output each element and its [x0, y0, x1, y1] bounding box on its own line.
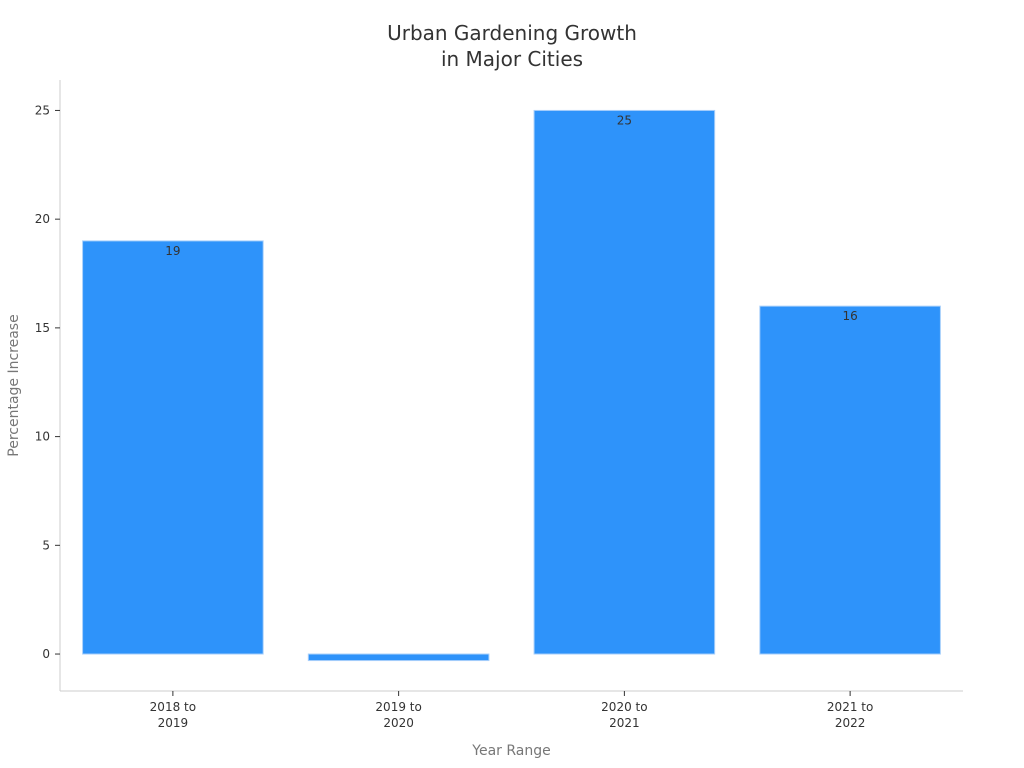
bar [759, 305, 941, 655]
y-tick-label: 0 [42, 647, 50, 661]
x-tick-label: 2020 to 2021 [601, 700, 647, 730]
y-tick-label: 10 [35, 430, 50, 444]
x-axis-ticks: 2018 to 2019 2019 to 2020 2020 to 2021 2021 to… [150, 691, 873, 730]
y-axis-label: Percentage Increase [6, 314, 22, 456]
y-tick-label: 25 [35, 103, 50, 117]
data-label: 25 [617, 113, 632, 127]
data-label: 19 [165, 244, 180, 258]
data-label: 16 [842, 309, 857, 323]
bar [82, 240, 264, 655]
y-tick-label: 5 [42, 538, 50, 552]
chart-title: Urban Gardening Growth in Major Cities [387, 21, 637, 71]
x-tick-label: 2021 to 2022 [827, 700, 873, 730]
y-tick-label: 15 [35, 321, 50, 335]
y-axis-ticks: 0 5 10 15 20 25 [35, 103, 60, 661]
bars: 19 25 16 [82, 109, 941, 662]
bar [307, 653, 490, 662]
x-axis-label: Year Range [471, 743, 550, 759]
x-tick-label: 2019 to 2020 [375, 700, 421, 730]
x-tick-label: 2018 to 2019 [150, 700, 196, 730]
bar [533, 109, 716, 655]
y-tick-label: 20 [35, 212, 50, 226]
